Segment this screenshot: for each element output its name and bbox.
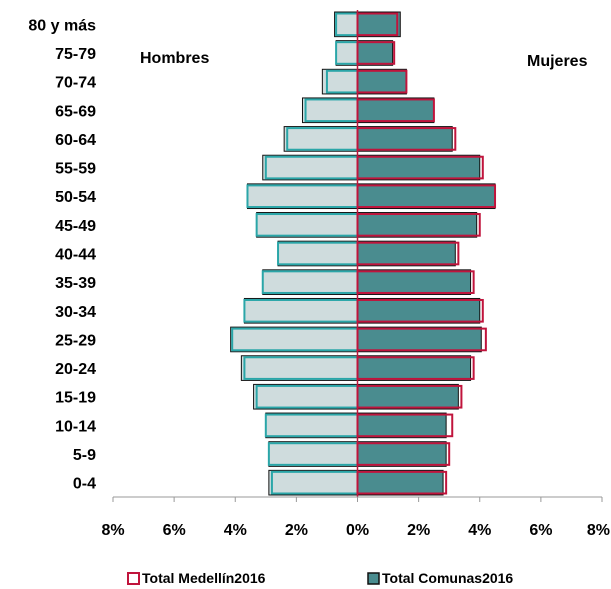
- bar-comunas-hombres: [283, 126, 358, 152]
- age-group-label: 50-54: [55, 189, 96, 206]
- age-group-labels: 80 y más 75-79 70-74 65-69 60-64 55-59 50-54 45…: [28, 17, 96, 492]
- bar-comunas-mujeres: [357, 269, 472, 295]
- bar-comunas-mujeres: [357, 326, 482, 353]
- age-group-label: 5-9: [73, 447, 96, 464]
- age-group-label: 65-69: [55, 103, 96, 120]
- age-group-label: 20-24: [55, 361, 96, 378]
- mujeres-label: Mujeres: [527, 53, 588, 70]
- bar-comunas-mujeres: [357, 154, 481, 181]
- bar-comunas-mujeres: [357, 441, 447, 467]
- x-tick-label: 0%: [346, 522, 369, 539]
- bar-comunas-hombres: [335, 40, 359, 66]
- bar-comunas-hombres: [277, 240, 359, 267]
- bar-comunas-mujeres: [357, 412, 447, 439]
- age-group-label: 60-64: [55, 132, 96, 149]
- legend-swatch-comunas: [367, 572, 380, 585]
- bar-comunas-mujeres: [357, 183, 496, 210]
- age-group-label: 10-14: [55, 418, 96, 435]
- bar-comunas-mujeres: [357, 240, 456, 267]
- age-group-label: 15-19: [55, 390, 96, 407]
- x-tick-label: 8%: [101, 522, 124, 539]
- bar-comunas-mujeres: [357, 68, 407, 95]
- bar-comunas-hombres: [262, 154, 359, 181]
- legend-label-medellin: Total Medellín2016: [142, 570, 266, 586]
- x-axis-ticks: [112, 497, 603, 502]
- legend: Total Medellín2016 Total Comunas2016: [127, 570, 513, 586]
- x-axis-tick-labels: 8% 6% 4% 2% 0% 2% 4% 6% 8%: [101, 522, 610, 539]
- bar-comunas-mujeres: [357, 212, 478, 238]
- age-group-label: 70-74: [55, 75, 96, 92]
- bar-comunas-hombres: [246, 183, 359, 210]
- bar-comunas-mujeres: [357, 469, 444, 496]
- age-group-label: 55-59: [55, 161, 96, 178]
- legend-label-comunas: Total Comunas2016: [382, 570, 513, 586]
- bar-comunas-hombres: [230, 326, 358, 353]
- legend-swatch-medellin: [127, 572, 140, 585]
- x-tick-label: 6%: [163, 522, 186, 539]
- age-group-label: 0-4: [73, 476, 96, 493]
- bar-comunas-mujeres: [357, 11, 401, 38]
- hombres-label: Hombres: [140, 50, 209, 67]
- bar-comunas-hombres: [268, 469, 358, 496]
- x-tick-label: 8%: [587, 522, 610, 539]
- bar-comunas-hombres: [253, 383, 358, 410]
- bar-comunas-mujeres: [357, 383, 459, 410]
- bar-comunas-hombres: [334, 11, 358, 38]
- bar-comunas-mujeres: [357, 126, 453, 152]
- age-group-label: 45-49: [55, 218, 96, 235]
- x-tick-label: 4%: [224, 522, 247, 539]
- bar-comunas-mujeres: [357, 297, 481, 324]
- bar-comunas-hombres: [240, 355, 358, 381]
- bars-group: [230, 10, 497, 497]
- bar-comunas-hombres: [321, 68, 358, 95]
- bar-comunas-hombres: [301, 97, 358, 124]
- bar-comunas-hombres: [265, 412, 358, 439]
- bar-comunas-mujeres: [357, 40, 394, 66]
- x-tick-label: 4%: [468, 522, 491, 539]
- x-tick-label: 6%: [529, 522, 552, 539]
- x-tick-label: 2%: [285, 522, 308, 539]
- age-group-label: 35-39: [55, 275, 96, 292]
- bar-comunas-mujeres: [357, 355, 472, 381]
- bar-comunas-hombres: [256, 212, 358, 238]
- bar-comunas-hombres: [262, 269, 359, 295]
- age-group-label: 40-44: [55, 247, 96, 264]
- bar-comunas-hombres: [268, 441, 358, 467]
- x-tick-label: 2%: [407, 522, 430, 539]
- age-group-label: 30-34: [55, 304, 96, 321]
- age-group-label: 25-29: [55, 332, 96, 349]
- bar-comunas-hombres: [243, 297, 358, 324]
- bar-comunas-mujeres: [357, 97, 435, 124]
- age-group-label: 75-79: [55, 46, 96, 63]
- age-group-label: 80 y más: [28, 17, 96, 34]
